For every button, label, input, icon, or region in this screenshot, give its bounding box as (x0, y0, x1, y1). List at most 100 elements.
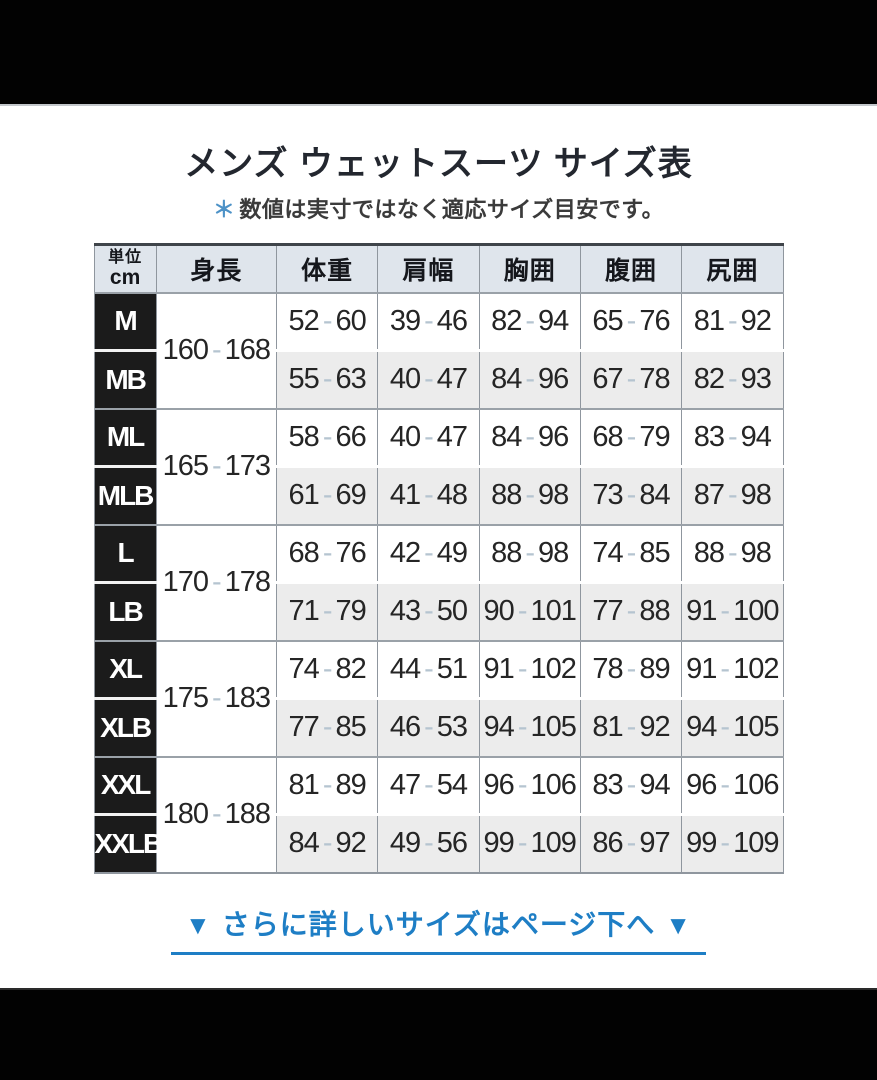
table-row-l: L 170-178 68-76 42-49 88-98 74-85 88-98 (93, 523, 784, 641)
table-row-xlb: XLB 77-85 46-53 94-105 81-92 94-105 (93, 697, 784, 757)
range-dash: - (322, 652, 333, 685)
table-row-m: M 160-168 52-60 39-46 82-94 65-76 81-92 (93, 291, 784, 409)
height-cell: 165-173 (155, 407, 278, 525)
range-dash: - (322, 363, 333, 396)
weight-cell: 68-76 (276, 523, 379, 583)
column-header-shoulder: 肩幅 (377, 244, 480, 293)
range-dash: - (525, 479, 535, 512)
size-label-xxl: XXL (93, 755, 157, 815)
waist-cell: 77-88 (579, 581, 683, 641)
hip-cell: 91-102 (681, 639, 784, 699)
hip-cell: 94-105 (681, 697, 784, 757)
weight-cell: 77-85 (276, 697, 379, 757)
waist-cell: 83-94 (579, 755, 683, 815)
range-dash: - (720, 711, 730, 744)
range-dash: - (424, 479, 434, 512)
range-dash: - (626, 536, 637, 569)
shoulder-cell: 49-56 (377, 813, 480, 873)
unit-cm-label: cm (109, 265, 141, 289)
chest-cell: 88-98 (478, 523, 581, 583)
range-dash: - (424, 652, 434, 685)
range-dash: - (626, 711, 637, 744)
hip-cell: 82-93 (681, 349, 784, 409)
range-dash: - (720, 595, 730, 628)
footer-link-wrap: ▼ さらに詳しいサイズはページ下へ ▼ (0, 903, 877, 955)
weight-cell: 58-66 (276, 407, 379, 467)
range-dash: - (517, 652, 528, 685)
range-dash: - (322, 827, 333, 860)
table-row-mlb: MLB 61-69 41-48 88-98 73-84 87-98 (93, 465, 784, 525)
column-header-height: 身長 (155, 244, 278, 293)
table-row-xxl: XXL 180-188 81-89 47-54 96-106 83-94 96-… (93, 755, 784, 873)
down-triangle-icon: ▼ (665, 909, 693, 940)
hip-cell: 99-109 (681, 813, 784, 873)
range-dash: - (626, 304, 637, 337)
range-dash: - (517, 768, 528, 801)
range-dash: - (322, 479, 333, 512)
hip-cell: 83-94 (681, 407, 784, 467)
range-dash: - (212, 682, 222, 714)
range-dash: - (212, 450, 222, 482)
range-dash: - (720, 652, 730, 685)
size-label-xl: XL (93, 639, 157, 699)
range-dash: - (517, 595, 528, 628)
shoulder-cell: 40-47 (377, 349, 480, 409)
table-row-lb: LB 71-79 43-50 90-101 77-88 91-100 (93, 581, 784, 641)
header-row: 単位 cm 身長 体重 肩幅 胸囲 腹囲 尻囲 (93, 244, 784, 293)
table-row-xl: XL 175-183 74-82 44-51 91-102 78-89 91-1… (93, 639, 784, 757)
range-dash: - (424, 304, 434, 337)
column-header-hip: 尻囲 (681, 244, 784, 293)
size-table: 単位 cm 身長 体重 肩幅 胸囲 腹囲 尻囲 M 160-168 52-60 (93, 243, 784, 874)
table-row-ml: ML 165-173 58-66 40-47 84-96 68-79 83-94 (93, 407, 784, 525)
table-row-xxlb: XXLB 84-92 49-56 99-109 86-97 99-109 (93, 813, 784, 873)
waist-cell: 78-89 (579, 639, 683, 699)
range-dash: - (525, 363, 535, 396)
chest-cell: 88-98 (478, 465, 581, 525)
range-dash: - (424, 595, 434, 628)
range-dash: - (626, 652, 637, 685)
table-row-mb: MB 55-63 40-47 84-96 67-78 82-93 (93, 349, 784, 409)
range-dash: - (424, 768, 434, 801)
shoulder-cell: 43-50 (377, 581, 480, 641)
range-dash: - (212, 798, 222, 830)
more-sizes-link[interactable]: ▼ さらに詳しいサイズはページ下へ ▼ (170, 903, 707, 955)
height-cell: 160-168 (155, 291, 278, 409)
page-title: メンズ ウェットスーツ サイズ表 (184, 145, 693, 183)
range-dash: - (212, 334, 222, 366)
range-dash: - (322, 304, 333, 337)
chest-cell: 90-101 (478, 581, 581, 641)
shoulder-cell: 42-49 (377, 523, 480, 583)
size-label-ml: ML (93, 407, 157, 467)
column-header-waist: 腹囲 (579, 244, 683, 293)
range-dash: - (727, 479, 738, 512)
unit-header-cell: 単位 cm (93, 244, 157, 293)
range-dash: - (322, 768, 333, 801)
height-cell: 175-183 (155, 639, 278, 757)
range-dash: - (212, 566, 222, 598)
chest-cell: 99-109 (478, 813, 581, 873)
range-dash: - (322, 420, 333, 453)
range-dash: - (720, 768, 730, 801)
range-dash: - (626, 768, 637, 801)
range-dash: - (424, 363, 434, 396)
shoulder-cell: 46-53 (377, 697, 480, 757)
chest-cell: 94-105 (478, 697, 581, 757)
range-dash: - (525, 304, 535, 337)
range-dash: - (517, 827, 528, 860)
waist-cell: 65-76 (579, 291, 683, 351)
range-dash: - (720, 827, 730, 860)
hip-cell: 81-92 (681, 291, 784, 351)
range-dash: - (727, 363, 738, 396)
waist-cell: 67-78 (579, 349, 683, 409)
range-dash: - (626, 827, 637, 860)
down-triangle-icon: ▼ (184, 909, 212, 940)
size-label-xlb: XLB (93, 697, 157, 757)
range-dash: - (424, 536, 434, 569)
shoulder-cell: 39-46 (377, 291, 480, 351)
size-label-l: L (93, 523, 157, 583)
range-dash: - (626, 595, 637, 628)
range-dash: - (525, 420, 535, 453)
hip-cell: 88-98 (681, 523, 784, 583)
hip-cell: 91-100 (681, 581, 784, 641)
size-label-mb: MB (93, 349, 157, 409)
